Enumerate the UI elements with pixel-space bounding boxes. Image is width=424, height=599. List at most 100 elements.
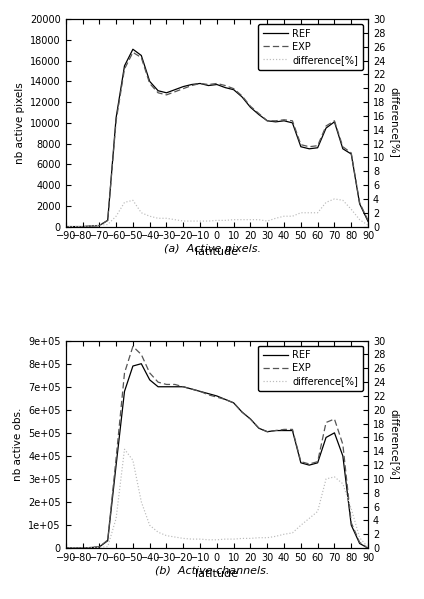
- REF: [139, 52, 144, 59]
- REF: [365, 218, 371, 225]
- Y-axis label: nb active obs.: nb active obs.: [13, 408, 22, 481]
- EXP: [315, 458, 320, 465]
- EXP: [130, 49, 135, 56]
- REF: [223, 396, 228, 403]
- EXP: [231, 85, 236, 92]
- REF: [63, 544, 68, 552]
- difference[%]: [172, 534, 177, 541]
- Y-axis label: difference[%]: difference[%]: [389, 409, 399, 480]
- REF: [340, 452, 346, 459]
- REF: [164, 383, 169, 391]
- difference[%]: [324, 476, 329, 483]
- EXP: [248, 102, 253, 110]
- difference[%]: [214, 536, 220, 543]
- difference[%]: [307, 209, 312, 216]
- Y-axis label: nb active pixels: nb active pixels: [14, 82, 25, 164]
- REF: [248, 416, 253, 423]
- EXP: [164, 381, 169, 388]
- difference[%]: [147, 522, 152, 529]
- REF: [172, 383, 177, 391]
- difference[%]: [181, 535, 186, 542]
- difference[%]: [365, 544, 371, 551]
- REF: [273, 118, 278, 125]
- difference[%]: [282, 213, 287, 220]
- REF: [324, 434, 329, 441]
- difference[%]: [240, 535, 245, 542]
- difference[%]: [97, 544, 102, 551]
- EXP: [105, 537, 110, 544]
- difference[%]: [206, 217, 211, 225]
- difference[%]: [147, 213, 152, 220]
- EXP: [206, 81, 211, 88]
- difference[%]: [172, 216, 177, 223]
- REF: [248, 104, 253, 111]
- REF: [172, 86, 177, 93]
- REF: [147, 78, 152, 85]
- REF: [340, 145, 346, 152]
- difference[%]: [248, 216, 253, 223]
- difference[%]: [290, 530, 295, 537]
- REF: [114, 114, 119, 121]
- difference[%]: [298, 209, 304, 216]
- EXP: [340, 441, 346, 448]
- EXP: [164, 91, 169, 98]
- EXP: [357, 199, 362, 206]
- difference[%]: [357, 534, 362, 541]
- EXP: [139, 54, 144, 61]
- difference[%]: [122, 446, 127, 453]
- EXP: [122, 65, 127, 72]
- difference[%]: [231, 216, 236, 223]
- difference[%]: [105, 221, 110, 228]
- difference[%]: [365, 222, 371, 229]
- EXP: [365, 217, 371, 224]
- difference[%]: [114, 213, 119, 220]
- difference[%]: [198, 217, 203, 225]
- difference[%]: [97, 222, 102, 229]
- REF: [189, 386, 194, 393]
- EXP: [189, 386, 194, 393]
- EXP: [324, 419, 329, 426]
- difference[%]: [231, 536, 236, 543]
- EXP: [198, 388, 203, 395]
- REF: [130, 362, 135, 370]
- difference[%]: [324, 199, 329, 206]
- difference[%]: [156, 214, 161, 222]
- REF: [105, 217, 110, 224]
- EXP: [257, 425, 262, 432]
- REF: [365, 544, 371, 552]
- REF: [198, 388, 203, 395]
- EXP: [114, 117, 119, 125]
- difference[%]: [273, 533, 278, 540]
- difference[%]: [198, 536, 203, 543]
- difference[%]: [189, 536, 194, 543]
- difference[%]: [298, 522, 304, 529]
- REF: [80, 223, 85, 230]
- difference[%]: [214, 217, 220, 224]
- EXP: [265, 428, 270, 435]
- EXP: [181, 85, 186, 92]
- REF: [240, 93, 245, 101]
- difference[%]: [139, 498, 144, 506]
- REF: [324, 125, 329, 132]
- difference[%]: [181, 217, 186, 225]
- EXP: [324, 122, 329, 129]
- REF: [164, 89, 169, 96]
- EXP: [97, 543, 102, 550]
- REF: [282, 427, 287, 434]
- difference[%]: [257, 534, 262, 541]
- REF: [332, 429, 337, 437]
- Legend: REF, EXP, difference[%]: REF, EXP, difference[%]: [258, 24, 363, 69]
- difference[%]: [282, 531, 287, 538]
- Line: REF: REF: [66, 49, 368, 226]
- difference[%]: [248, 535, 253, 542]
- EXP: [139, 351, 144, 358]
- EXP: [298, 141, 304, 148]
- difference[%]: [332, 473, 337, 480]
- difference[%]: [315, 508, 320, 515]
- REF: [265, 428, 270, 435]
- EXP: [223, 396, 228, 403]
- EXP: [172, 381, 177, 388]
- EXP: [282, 426, 287, 433]
- EXP: [105, 217, 110, 224]
- difference[%]: [130, 196, 135, 204]
